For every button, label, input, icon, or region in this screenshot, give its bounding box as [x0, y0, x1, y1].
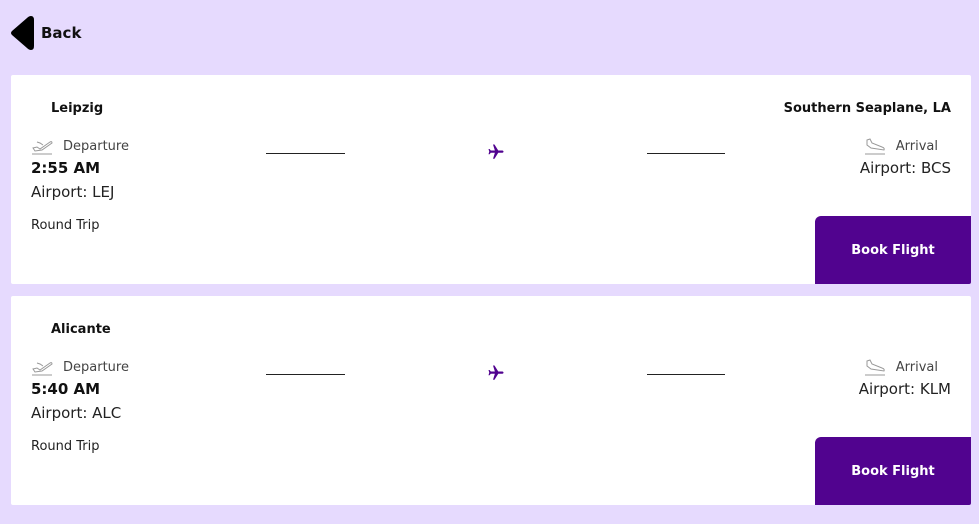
- back-button[interactable]: Back: [10, 14, 81, 52]
- departure-row: Departure: [31, 137, 129, 155]
- book-flight-button[interactable]: Book Flight: [815, 216, 971, 284]
- departure-time: 2:55 AM: [31, 159, 101, 177]
- route-line-right: [647, 153, 725, 154]
- arrival-row: Arrival: [864, 137, 938, 155]
- airplane-icon: [488, 144, 504, 159]
- plane-arrival-icon: [864, 138, 885, 155]
- arrival-label: Arrival: [895, 138, 938, 154]
- flight-card: Leipzig Southern Seaplane, LA Departure …: [11, 75, 971, 284]
- flight-card: Alicante Departure 5:40 AM Airport: ALC …: [11, 296, 971, 505]
- trip-type: Round Trip: [31, 218, 100, 233]
- arrival-airport: Airport: BCS: [859, 159, 951, 177]
- origin-city: Leipzig: [51, 101, 104, 116]
- departure-row: Departure: [31, 358, 129, 376]
- plane-departure-icon: [32, 141, 53, 155]
- departure-label: Departure: [63, 138, 129, 154]
- origin-city: Alicante: [51, 322, 111, 337]
- departure-label: Departure: [63, 359, 129, 375]
- route-line-right: [647, 374, 725, 375]
- arrival-row: Arrival: [864, 358, 938, 376]
- plane-arrival-icon: [864, 359, 885, 376]
- route-line-left: [266, 153, 345, 154]
- destination-city: Southern Seaplane, LA: [783, 101, 951, 116]
- caret-left-icon: [11, 16, 34, 50]
- trip-type: Round Trip: [31, 439, 100, 454]
- book-flight-button[interactable]: Book Flight: [815, 437, 971, 505]
- plane-departure-icon: [32, 362, 53, 376]
- departure-airport: Airport: ALC: [31, 404, 122, 422]
- back-label: Back: [41, 24, 82, 42]
- arrival-label: Arrival: [895, 359, 938, 375]
- route-line-left: [266, 374, 345, 375]
- arrival-airport: Airport: KLM: [858, 380, 951, 398]
- departure-time: 5:40 AM: [31, 380, 101, 398]
- airplane-icon: [488, 365, 504, 380]
- departure-airport: Airport: LEJ: [31, 183, 115, 201]
